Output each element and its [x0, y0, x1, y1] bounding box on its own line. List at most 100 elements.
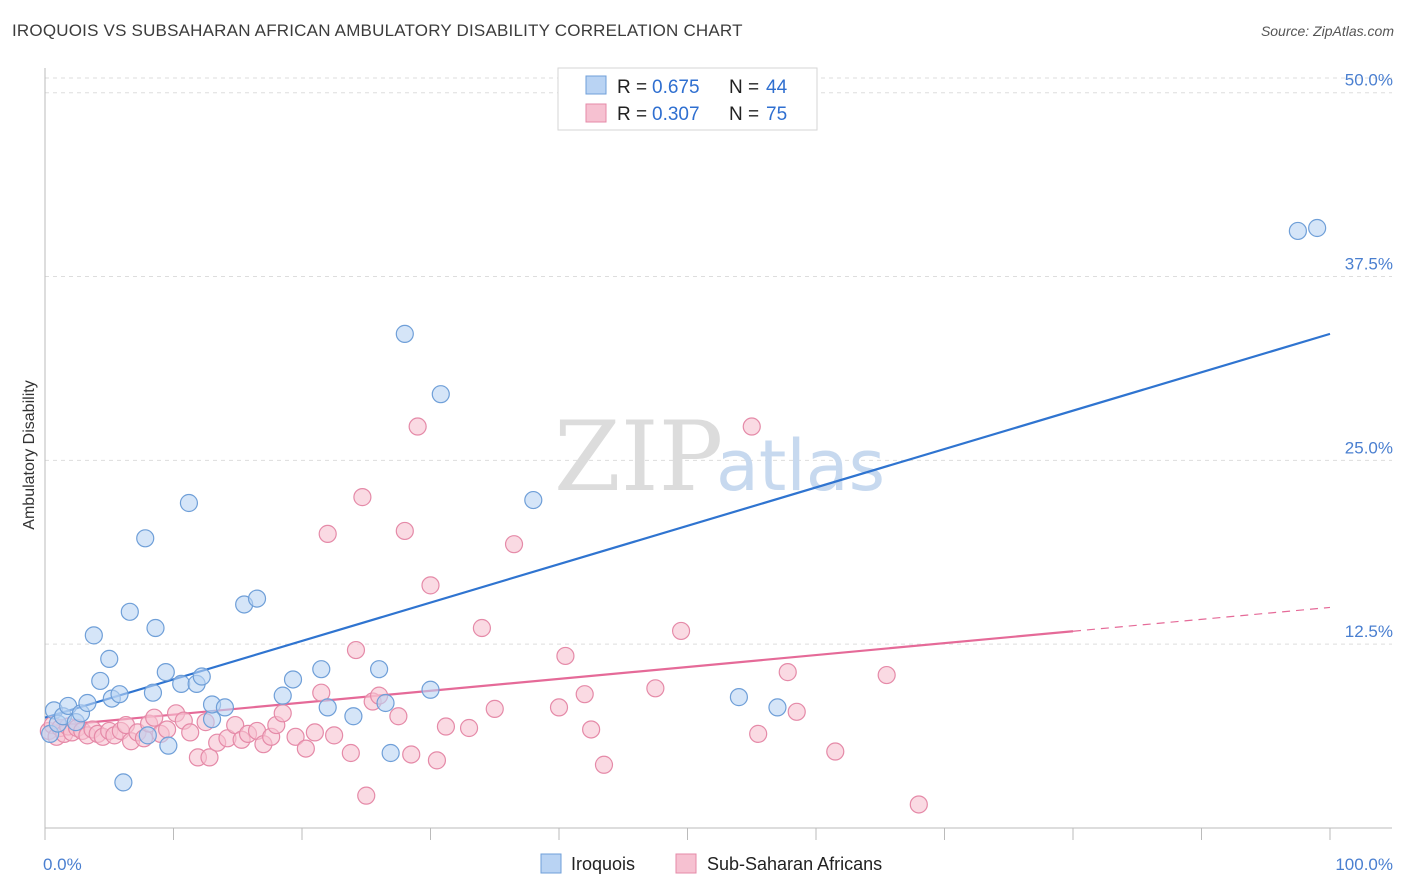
iroquois-point	[120, 602, 139, 621]
subsaharan-point	[909, 795, 928, 814]
axes	[44, 68, 1392, 840]
subsaharan-point	[296, 739, 315, 758]
iroquois-point	[1288, 221, 1307, 241]
legend-n-label: N =	[729, 104, 759, 125]
subsaharan-point	[395, 521, 414, 541]
iroquois-point	[524, 490, 543, 510]
subsaharan-point	[436, 717, 456, 736]
subsaharan-point	[286, 727, 305, 746]
iroquois-point	[376, 693, 395, 713]
subsaharan-point	[402, 745, 421, 764]
subsaharan-point	[357, 786, 376, 805]
iroquois-point	[138, 726, 157, 745]
legend: R = 0.675 N = 44 R = 0.307 N = 75	[557, 67, 818, 131]
subsaharan-point	[504, 535, 524, 554]
subsaharan-point	[181, 723, 200, 742]
iroquois-point	[344, 707, 363, 726]
subsaharan-point	[353, 488, 372, 507]
subsaharan-point	[145, 708, 164, 727]
subsaharan-point	[318, 524, 337, 543]
subsaharan-point	[582, 720, 601, 739]
subsaharan-point	[273, 704, 292, 723]
subsaharan-point	[778, 663, 797, 682]
subsaharan-point	[485, 699, 504, 718]
subsaharan-point	[341, 743, 360, 763]
iroquois-point	[273, 686, 292, 705]
subsaharan-point	[556, 646, 575, 666]
iroquois-point	[100, 649, 119, 668]
subsaharan-point	[594, 755, 614, 774]
iroquois-point	[84, 626, 103, 645]
iroquois-point	[421, 680, 440, 699]
subsaharan-point	[877, 665, 896, 685]
subsaharan-point	[421, 576, 440, 595]
x-tick-label: 0.0%	[43, 855, 82, 874]
bottom-legend: Iroquois Sub-Saharan Africans	[540, 853, 882, 874]
legend-swatch-subsaharan	[585, 103, 607, 123]
x-tick-label: 100.0%	[1335, 855, 1393, 874]
iroquois-point	[729, 688, 749, 707]
iroquois-point	[78, 693, 97, 713]
subsaharan-point	[346, 640, 366, 660]
y-tick-label: 12.5%	[1345, 622, 1393, 641]
legend-r-label: R =	[617, 104, 647, 125]
subsaharan-trend-line-extension	[1072, 606, 1331, 632]
legend-r-value: 0.307	[652, 104, 700, 125]
legend-r-value: 0.675	[652, 77, 700, 98]
trend-lines	[44, 332, 1331, 728]
subsaharan-point	[787, 702, 806, 721]
tick-labels: 12.5% 25.0% 37.5% 50.0% 0.0% 100.0%	[43, 71, 1393, 874]
iroquois-point	[143, 683, 163, 702]
legend-n-value: 75	[766, 104, 787, 125]
watermark: ZIP atlas	[554, 401, 885, 513]
gridlines	[45, 77, 1392, 645]
iroquois-point	[146, 618, 165, 638]
subsaharan-point	[826, 742, 845, 761]
iroquois-point	[114, 773, 133, 792]
watermark-zip: ZIP	[554, 401, 723, 513]
y-axis-label: Ambulatory Disability	[21, 380, 38, 529]
subsaharan-point	[575, 685, 594, 704]
data-points	[39, 218, 1327, 814]
subsaharan-point	[408, 417, 427, 436]
iroquois-point	[172, 674, 191, 693]
iroquois-point	[768, 698, 787, 717]
legend-n-value: 44	[766, 77, 788, 98]
iroquois-point	[370, 660, 389, 679]
source-label: Source: ZipAtlas.com	[1260, 23, 1394, 39]
y-tick-label: 50.0%	[1345, 71, 1393, 90]
iroquois-point	[215, 698, 234, 717]
iroquois-point	[283, 670, 303, 689]
subsaharan-point	[472, 618, 491, 638]
iroquois-point	[431, 385, 450, 404]
watermark-atlas: atlas	[716, 425, 885, 507]
iroquois-point	[192, 667, 211, 686]
y-tick-label: 37.5%	[1345, 255, 1393, 274]
subsaharan-point	[459, 718, 479, 738]
bottom-legend-label-iroquois: Iroquois	[571, 854, 635, 874]
iroquois-trend-line	[44, 332, 1331, 719]
iroquois-point	[395, 324, 414, 343]
iroquois-point	[91, 671, 110, 691]
subsaharan-point	[157, 720, 177, 739]
iroquois-point	[136, 529, 155, 548]
subsaharan-point	[325, 726, 344, 745]
iroquois-point	[179, 493, 199, 513]
iroquois-point	[156, 663, 175, 682]
iroquois-point	[247, 589, 267, 608]
subsaharan-point	[427, 751, 447, 770]
bottom-legend-swatch-subsaharan	[675, 853, 697, 874]
y-tick-label: 25.0%	[1345, 438, 1393, 457]
subsaharan-point	[305, 723, 324, 742]
iroquois-point	[110, 685, 129, 704]
subsaharan-point	[749, 724, 768, 743]
subsaharan-point	[646, 679, 665, 698]
legend-n-label: N =	[729, 77, 759, 98]
iroquois-point	[312, 660, 331, 679]
iroquois-point	[381, 743, 400, 763]
subsaharan-point	[389, 707, 408, 726]
bottom-legend-swatch-iroquois	[540, 853, 562, 874]
iroquois-point	[159, 736, 178, 755]
iroquois-point	[1308, 218, 1327, 238]
